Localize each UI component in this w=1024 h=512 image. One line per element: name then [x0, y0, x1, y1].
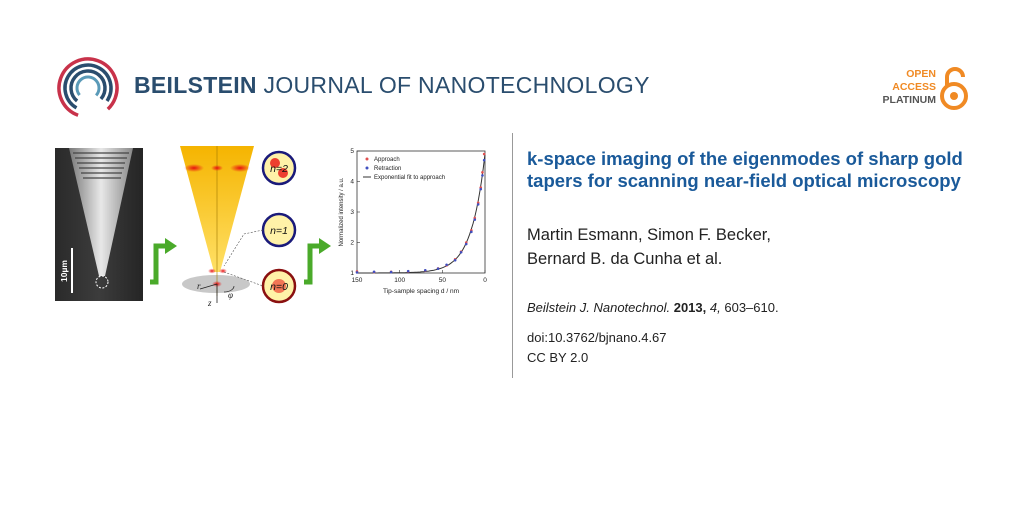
retraction-point — [453, 258, 457, 262]
legend-label: Retraction — [374, 166, 401, 172]
sem-tip-image: 10µm — [55, 148, 143, 301]
axis-phi-label: φ — [228, 290, 233, 300]
x-axis-label: Tip-sample spacing d / nm — [383, 288, 459, 295]
authors-line-2: Bernard B. da Cunha et al. — [527, 250, 723, 268]
retraction-point — [355, 271, 359, 274]
retraction-point — [436, 267, 440, 271]
retraction-point — [481, 174, 484, 177]
retraction-point — [423, 268, 427, 272]
mode-label-n0: n=0 — [270, 281, 288, 293]
x-tick-label: 150 — [352, 277, 363, 284]
approach-point — [481, 171, 484, 174]
y-axis-label: Normalized intensity / a.u. — [339, 177, 345, 246]
retraction-point — [406, 269, 410, 273]
y-tick-label: 1 — [350, 270, 354, 277]
mode-label-n1: n=1 — [270, 225, 288, 237]
vertical-divider — [512, 133, 513, 378]
legend-label: Exponential fit to approach — [374, 175, 445, 181]
license-label: CC BY 2.0 — [527, 350, 589, 365]
mode-badge-n0: n=0 — [261, 268, 297, 304]
article-title[interactable]: k-space imaging of the eigenmodes of sha… — [527, 148, 963, 191]
y-tick-label: 3 — [350, 209, 354, 216]
fit-line — [357, 153, 486, 274]
retraction-point — [473, 218, 477, 221]
axis-z-label: z — [207, 298, 212, 308]
open-access-lock-icon — [940, 67, 968, 110]
authors: Martin Esmann, Simon F. Becker, Bernard … — [527, 223, 997, 271]
journal-title: BEILSTEIN JOURNAL OF NANOTECHNOLOGY — [134, 72, 650, 99]
intensity-chart: 150 100 50 0 1 2 3 4 5 Tip-sample spacing d / nm N… — [339, 148, 487, 295]
doi-link[interactable]: doi:10.3762/bjnano.4.67 — [527, 330, 667, 345]
oa-open-label: OPEN — [906, 68, 936, 80]
journal-logo-icon — [57, 57, 119, 119]
retraction-point — [476, 203, 480, 206]
retraction-point — [464, 242, 468, 246]
y-tick-label: 5 — [350, 148, 354, 155]
x-tick-label: 100 — [394, 277, 405, 284]
y-tick-label: 2 — [350, 240, 354, 247]
x-tick-label: 50 — [439, 277, 447, 284]
citation: Beilstein J. Nanotechnol. 2013, 4, 603–6… — [527, 300, 779, 315]
retraction-point — [459, 250, 463, 254]
retraction-point — [389, 270, 393, 274]
mode-badge-n2: n=2 — [261, 150, 297, 186]
journal-title-rest: JOURNAL OF NANOTECHNOLOGY — [263, 72, 650, 98]
oa-access-label: ACCESS — [892, 81, 936, 93]
retraction-point — [445, 263, 448, 267]
green-arrow-icon — [150, 238, 177, 285]
legend-marker — [365, 166, 369, 170]
retraction-point — [479, 187, 483, 191]
legend-marker — [365, 157, 369, 161]
retraction-point — [372, 270, 376, 274]
citation-journal: Beilstein J. Nanotechnol. — [527, 300, 671, 315]
citation-volume: 4, — [709, 300, 721, 315]
mode-badge-n1: n=1 — [261, 212, 297, 248]
x-tick-label: 0 — [483, 277, 487, 284]
citation-pages: 603–610. — [724, 300, 779, 315]
approach-point — [482, 152, 486, 156]
authors-line-1: Martin Esmann, Simon F. Becker, — [527, 226, 771, 244]
y-tick-label: 4 — [350, 179, 354, 186]
eigenmode-diagram: r z φ n=2 n=1 n=0 — [180, 146, 297, 308]
journal-title-bold: BEILSTEIN — [134, 72, 257, 98]
legend-label: Approach — [374, 157, 400, 163]
oa-platinum-label: PLATINUM — [882, 94, 936, 106]
retraction-point — [470, 230, 473, 234]
axis-r-label: r — [197, 281, 201, 291]
retraction-point — [482, 158, 486, 162]
open-access-badge: OPEN ACCESS PLATINUM — [850, 68, 936, 107]
citation-year: 2013, — [673, 300, 707, 315]
mode-label-n2: n=2 — [270, 163, 288, 175]
green-arrow-icon — [304, 238, 331, 285]
sem-scale-label: 10µm — [59, 260, 69, 282]
